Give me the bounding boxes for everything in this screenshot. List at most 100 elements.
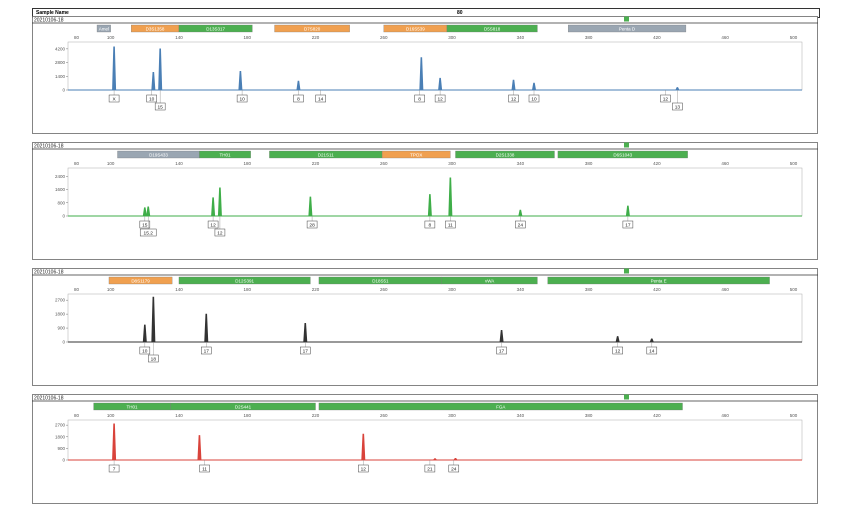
signal-peak <box>112 46 117 91</box>
allele-call-box <box>424 464 436 473</box>
allele-call-label: 12 <box>615 348 621 354</box>
x-tick-label: 260 <box>380 287 388 292</box>
allele-call-label: 17 <box>303 348 309 354</box>
y-tick-label: 4200 <box>55 46 66 51</box>
y-tick-label: 1400 <box>55 74 66 79</box>
x-tick-label: 340 <box>517 35 525 40</box>
allele-call-box <box>108 94 120 103</box>
allele-call-label: 24 <box>518 222 524 228</box>
panel-frame <box>32 16 818 134</box>
x-tick-label: 180 <box>243 35 251 40</box>
locus-marker-label: Amel <box>99 27 109 32</box>
electropherogram-panel-black: 20210106-18 D8S1179 D12S391 D18S51 vWA Penta … <box>32 268 818 386</box>
allele-call-box <box>508 94 519 103</box>
x-tick-label: 460 <box>721 287 729 292</box>
status-square <box>624 394 629 400</box>
sample-name-value: 80 <box>457 10 463 16</box>
x-tick-label: 300 <box>448 35 456 40</box>
signal-peak <box>308 196 313 217</box>
allele-call-label: X <box>112 96 116 102</box>
y-tick-label: 1800 <box>55 312 66 317</box>
x-tick-label: 300 <box>448 161 456 166</box>
locus-marker-label: D19S433 <box>149 153 168 158</box>
x-tick-label: 340 <box>517 287 525 292</box>
allele-call-box <box>414 94 425 103</box>
x-tick-label: 140 <box>175 413 183 418</box>
locus-marker-label: D13S317 <box>206 27 225 32</box>
locus-marker-label: D21S11 <box>318 153 334 158</box>
allele-call-box <box>528 94 540 103</box>
locus-marker-label: FGA <box>496 405 505 410</box>
signal-peak <box>625 205 630 217</box>
y-tick-label: 900 <box>57 326 65 331</box>
x-tick-label: 260 <box>380 35 388 40</box>
locus-marker-bar <box>170 402 316 411</box>
allele-call-label: 28 <box>309 222 315 228</box>
x-tick-label: 300 <box>448 413 456 418</box>
sample-id-label: 20210106-18 <box>34 270 64 276</box>
allele-call-box <box>306 220 318 229</box>
x-tick-label: 220 <box>312 287 320 292</box>
x-tick-label: 420 <box>653 35 661 40</box>
allele-call-label: 12 <box>511 96 517 102</box>
sample-id-label: 20210106-18 <box>34 18 64 24</box>
status-square <box>624 16 629 22</box>
signal-peak <box>453 458 458 461</box>
panel-frame <box>32 142 818 260</box>
x-tick-label: 460 <box>721 161 729 166</box>
allele-call-box <box>300 346 311 355</box>
signal-peak <box>427 194 432 217</box>
allele-call-box <box>646 346 658 355</box>
allele-call-label: 8 <box>297 96 300 102</box>
x-tick-label: 140 <box>175 287 183 292</box>
x-tick-label: 500 <box>790 287 798 292</box>
signal-peak <box>142 207 147 217</box>
allele-call-label: 13 <box>675 104 681 110</box>
y-tick-label: 1800 <box>55 434 66 439</box>
signal-peak <box>204 313 209 343</box>
x-tick-label: 220 <box>312 35 320 40</box>
allele-call-box <box>293 94 304 103</box>
x-tick-label: 100 <box>107 161 115 166</box>
signal-peak <box>211 197 216 217</box>
allele-call-label: 10 <box>142 348 148 354</box>
x-tick-label: 500 <box>790 161 798 166</box>
sample-id-label: 20210106-18 <box>34 144 64 150</box>
allele-call-box <box>445 220 456 229</box>
electropherogram-panel-blue: 20210106-18 Amel D3S1358 D13S317 D7S820 D16S5… <box>32 16 818 134</box>
signal-peak <box>142 324 147 343</box>
signal-peak <box>151 71 156 91</box>
allele-call-box <box>146 94 157 103</box>
allele-call-box <box>660 94 671 103</box>
x-tick-label: 380 <box>585 161 593 166</box>
signal-peak <box>438 77 443 91</box>
signal-peak <box>303 323 308 343</box>
signal-peak <box>112 423 117 461</box>
x-tick-label: 380 <box>585 35 593 40</box>
allele-call-label: 12 <box>361 466 367 472</box>
locus-marker-bar <box>557 150 688 159</box>
x-tick-label: 100 <box>107 413 115 418</box>
status-square <box>624 268 629 274</box>
signal-peak <box>615 336 620 343</box>
allele-call-label: 7 <box>113 466 116 472</box>
locus-marker-label: vWA <box>485 279 494 284</box>
allele-call-box <box>622 220 634 229</box>
locus-marker-bar <box>441 276 538 285</box>
y-tick-label: 0 <box>62 88 65 93</box>
allele-call-label: 14 <box>318 96 324 102</box>
x-tick-label: 140 <box>175 161 183 166</box>
signal-peak <box>197 435 202 461</box>
allele-call-label: 21 <box>427 466 433 472</box>
x-tick-label: 100 <box>107 35 115 40</box>
allele-call-label: 17 <box>499 348 505 354</box>
allele-call-label: 8 <box>418 96 421 102</box>
x-tick-label: 80 <box>74 287 80 292</box>
x-tick-label: 80 <box>74 413 80 418</box>
x-tick-label: 460 <box>721 413 729 418</box>
locus-marker-label: TPOX <box>410 153 422 158</box>
allele-call-box <box>199 464 210 473</box>
locus-marker-bar <box>199 150 251 159</box>
allele-call-box <box>358 464 369 473</box>
signal-peak <box>448 177 453 217</box>
